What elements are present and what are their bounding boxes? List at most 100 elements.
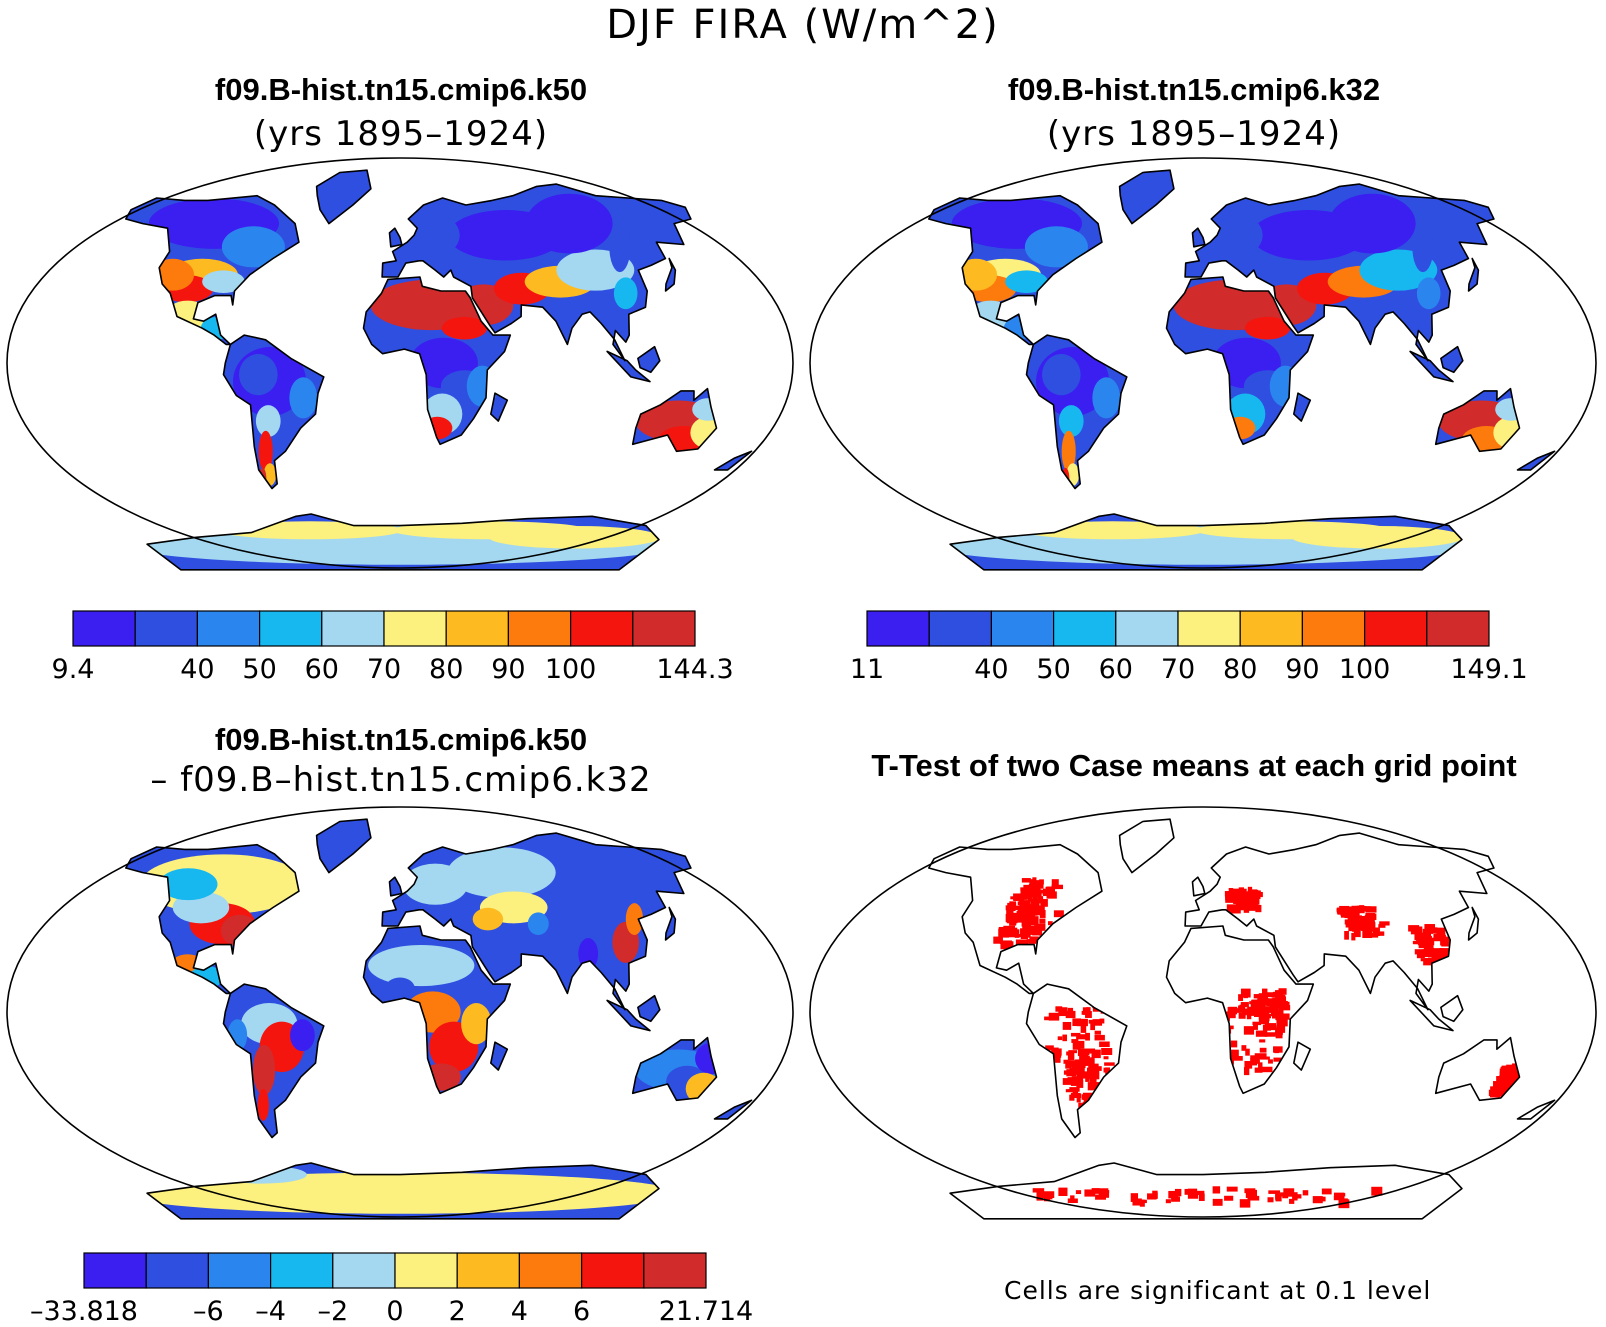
coastline xyxy=(1184,832,1495,1011)
significant-cell xyxy=(1259,1047,1267,1053)
colorbar-tick-label: 60 xyxy=(1099,654,1133,683)
significant-cell xyxy=(1258,1062,1263,1071)
field-region xyxy=(290,1019,315,1052)
significant-cell xyxy=(1289,1198,1295,1204)
significant-cell xyxy=(1022,905,1034,910)
colorbar-tick-label: 100 xyxy=(1339,654,1391,683)
significant-cell xyxy=(1250,1058,1259,1063)
significant-cell xyxy=(1353,930,1361,938)
colorbar-tick-label: –4 xyxy=(255,1296,286,1327)
significant-cell xyxy=(1228,887,1234,894)
significant-cell xyxy=(1023,884,1032,892)
colorbar-k32: 11 40 50 60 70 80 90 100 149.1 xyxy=(850,610,1528,683)
significant-cell xyxy=(1435,934,1445,939)
significant-cell xyxy=(1354,920,1364,929)
significant-cell xyxy=(1249,1001,1256,1005)
significant-cell xyxy=(1499,1071,1506,1080)
significant-cell xyxy=(1421,941,1432,948)
significant-cell xyxy=(1031,899,1043,904)
coastline xyxy=(928,194,1103,346)
coastline xyxy=(949,513,1463,571)
significant-cell xyxy=(1278,996,1287,1002)
significant-cell xyxy=(1247,1195,1260,1201)
significant-cell xyxy=(1105,1067,1110,1075)
coastline xyxy=(1516,450,1556,471)
map-border xyxy=(6,806,794,1218)
field-region xyxy=(578,937,599,970)
field-region xyxy=(1225,416,1256,440)
colorbar-swatch xyxy=(134,610,198,647)
significant-cell xyxy=(1020,932,1028,940)
colorbar-k50: 9.4 40 50 60 70 80 90 100 144.3 xyxy=(52,610,734,683)
significant-cell xyxy=(1033,902,1039,909)
coastline xyxy=(928,843,1103,995)
significant-cell xyxy=(1103,1056,1109,1060)
significant-cell xyxy=(1333,1195,1344,1200)
significant-cell xyxy=(1417,949,1429,957)
colorbar-swatch xyxy=(72,610,136,647)
significant-cell xyxy=(1171,1196,1180,1202)
significant-cell xyxy=(1101,1048,1113,1056)
field-region xyxy=(525,193,613,254)
significant-cell xyxy=(1008,941,1014,949)
significant-cell xyxy=(1004,930,1009,938)
field-region xyxy=(1092,377,1121,419)
coastline xyxy=(1440,345,1464,374)
significant-cell xyxy=(1347,916,1353,923)
significant-cell xyxy=(1015,934,1023,938)
significant-cell xyxy=(1139,1199,1145,1207)
field-region xyxy=(217,521,402,540)
significant-cell xyxy=(1076,1034,1087,1040)
significant-cell xyxy=(1072,1041,1081,1050)
significant-cell xyxy=(1273,1002,1279,1011)
significant-cell xyxy=(1062,1034,1068,1042)
significant-cell xyxy=(1351,932,1356,941)
significant-cell xyxy=(1243,992,1248,999)
significant-cell xyxy=(1087,1070,1100,1080)
coastline xyxy=(1467,906,1480,941)
field-region xyxy=(625,903,644,936)
coastline xyxy=(1409,999,1454,1032)
significant-cell xyxy=(1251,890,1261,894)
colorbar-swatch xyxy=(145,1252,209,1289)
significant-cell xyxy=(1085,1032,1090,1041)
significant-cell xyxy=(1216,1055,1221,1059)
significant-cell xyxy=(1242,1009,1254,1015)
significant-cell xyxy=(1081,1051,1090,1056)
significant-cell xyxy=(1253,1008,1261,1013)
field-region xyxy=(527,912,549,936)
colorbar-swatch xyxy=(259,610,323,647)
significant-cell xyxy=(1416,936,1423,943)
colorbar-tick-label: 40 xyxy=(974,654,1008,683)
map-panel-k50 xyxy=(6,157,794,571)
significant-cell xyxy=(1238,1012,1246,1019)
coastline xyxy=(381,183,692,362)
significant-cell xyxy=(1091,1188,1100,1194)
significant-cell xyxy=(1104,1062,1115,1066)
significant-cell xyxy=(1093,1093,1105,1098)
significant-cell xyxy=(1449,952,1457,959)
significant-cell xyxy=(1051,884,1064,890)
colorbar-tick-label: 50 xyxy=(242,654,276,683)
significant-cell xyxy=(1266,998,1275,1007)
panel-k32-subtitle: (yrs 1895–1924) xyxy=(1046,114,1342,154)
significant-cell xyxy=(1436,927,1446,937)
significant-cell xyxy=(1099,1018,1105,1024)
significant-cell xyxy=(1448,959,1455,966)
colorbar-swatch xyxy=(394,1252,458,1289)
field-region xyxy=(1024,226,1088,268)
coastline xyxy=(1025,983,1128,1139)
significant-cell xyxy=(1276,1019,1288,1027)
field-region xyxy=(548,921,580,963)
significant-cell xyxy=(1227,1025,1234,1030)
field-region xyxy=(221,226,285,268)
significant-cell xyxy=(1058,1187,1068,1197)
significant-cell xyxy=(1245,898,1251,904)
significant-cell xyxy=(1226,1186,1238,1192)
field-region xyxy=(1416,277,1441,310)
significant-cell xyxy=(1278,1005,1283,1009)
coastline xyxy=(1191,227,1206,248)
significant-cell xyxy=(1051,879,1059,888)
significant-cell xyxy=(1510,1076,1518,1083)
significant-cell xyxy=(1272,1009,1284,1019)
